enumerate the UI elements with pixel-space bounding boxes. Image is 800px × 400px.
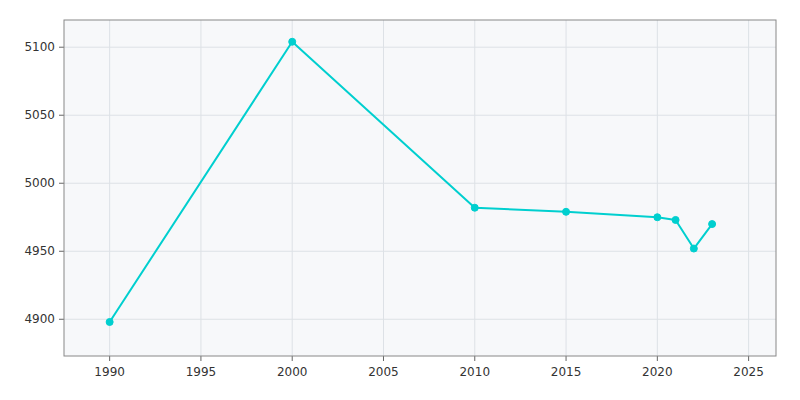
point — [709, 221, 716, 228]
point — [690, 245, 697, 252]
x-tick — [748, 356, 749, 361]
y-tick — [59, 183, 64, 184]
line — [110, 42, 712, 322]
axes: 1990 1995 2000 2005 2010 2015 2020 2025 4900 4950… — [24, 40, 763, 379]
plot-background — [64, 20, 776, 356]
y-tick — [59, 319, 64, 320]
y-tick-label: 4900 — [24, 312, 55, 326]
y-tick — [59, 47, 64, 48]
x-grid-line — [657, 20, 658, 356]
y-tick-label: 5000 — [24, 176, 55, 190]
x-grid-line — [748, 20, 749, 356]
x-grid-line — [109, 20, 110, 356]
point — [563, 208, 570, 215]
point — [471, 204, 478, 211]
x-tick — [292, 356, 293, 361]
chart-container: 1990 1995 2000 2005 2010 2015 2020 2025 4900 4950… — [0, 0, 800, 400]
x-tick-label: 2010 — [459, 365, 490, 379]
y-grid-line — [64, 47, 776, 48]
x-tick-label: 1990 — [94, 365, 125, 379]
y-tick-label: 4950 — [24, 244, 55, 258]
x-tick — [657, 356, 658, 361]
data-layer — [106, 38, 715, 325]
point — [672, 216, 679, 223]
x-tick-label: 2015 — [551, 365, 582, 379]
y-grid-line — [64, 251, 776, 252]
x-grid-line — [474, 20, 475, 356]
y-tick — [59, 115, 64, 116]
x-tick — [474, 356, 475, 361]
grid — [64, 20, 776, 356]
x-tick — [200, 356, 201, 361]
point — [289, 38, 296, 45]
x-tick — [566, 356, 567, 361]
x-tick — [109, 356, 110, 361]
y-tick-label: 5100 — [24, 40, 55, 54]
plot-frame — [64, 20, 776, 356]
x-grid-line — [200, 20, 201, 356]
x-tick-label: 2020 — [642, 365, 673, 379]
y-grid-line — [64, 183, 776, 184]
point — [654, 214, 661, 221]
y-tick-label: 5050 — [24, 108, 55, 122]
chart-svg: 1990 1995 2000 2005 2010 2015 2020 2025 4900 4950… — [0, 0, 800, 400]
y-tick — [59, 251, 64, 252]
x-tick — [383, 356, 384, 361]
y-grid-line — [64, 115, 776, 116]
y-grid-line — [64, 319, 776, 320]
x-tick-label: 1995 — [186, 365, 217, 379]
x-grid-line — [383, 20, 384, 356]
x-tick-label: 2025 — [733, 365, 764, 379]
x-grid-line — [292, 20, 293, 356]
x-tick-label: 2000 — [277, 365, 308, 379]
x-tick-label: 2005 — [368, 365, 399, 379]
x-grid-line — [566, 20, 567, 356]
point — [106, 318, 113, 325]
